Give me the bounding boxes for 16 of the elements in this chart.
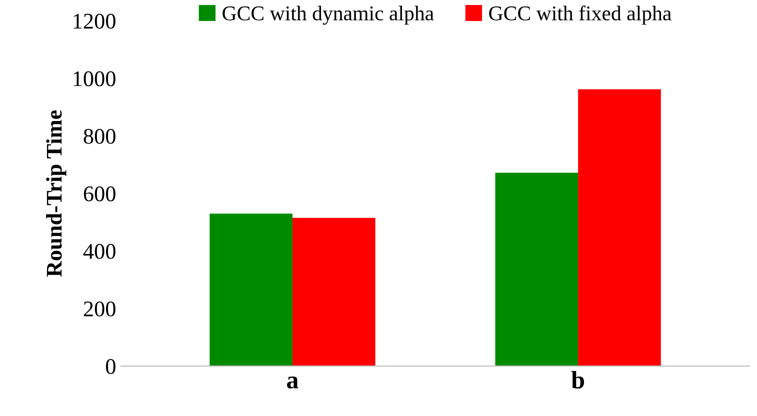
x-tick-label: a bbox=[287, 376, 298, 389]
y-tick-label: 800 bbox=[84, 128, 116, 144]
bar bbox=[292, 218, 376, 366]
y-tick-label: 0 bbox=[106, 359, 116, 374]
y-tick-label: 400 bbox=[83, 244, 116, 259]
x-tick-label: b bbox=[571, 370, 584, 389]
bar bbox=[578, 89, 661, 366]
bar bbox=[495, 172, 578, 366]
legend-label: GCC with fixed alpha bbox=[489, 6, 672, 25]
y-tick-label: 1200 bbox=[74, 14, 116, 29]
y-tick-label: 1000 bbox=[74, 71, 116, 86]
y-axis-title: Round-Trip Time bbox=[46, 110, 66, 277]
bar bbox=[210, 214, 292, 366]
y-tick-label: 200 bbox=[84, 301, 116, 316]
legend-label: GCC with dynamic alpha bbox=[222, 6, 434, 25]
y-tick-label: 600 bbox=[84, 186, 116, 202]
